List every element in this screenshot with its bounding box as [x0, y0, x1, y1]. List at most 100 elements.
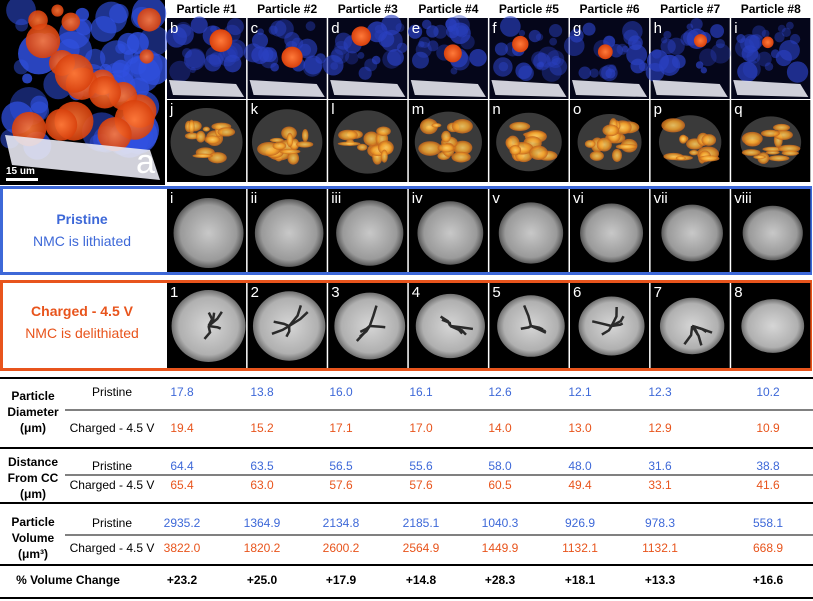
panel-letter: e [411, 20, 421, 37]
crack-network [287, 151, 300, 165]
table-cell: 19.4 [170, 421, 194, 435]
table-cell: 1132.1 [562, 541, 598, 555]
particle-blob [210, 25, 217, 33]
table-cell: 64.4 [170, 459, 194, 473]
panel-letter: m [411, 101, 425, 118]
table-cell: 65.4 [170, 478, 194, 492]
particle-blob [88, 76, 121, 109]
row-label: Pristine [91, 459, 133, 473]
table-cell: 2564.9 [402, 541, 440, 555]
particle-blob [518, 29, 526, 37]
crack-network [765, 150, 780, 155]
particle-blob [297, 38, 318, 59]
particle-blob [469, 48, 487, 67]
particle-blob [334, 32, 353, 50]
particle-blob [412, 51, 429, 69]
table-cell: 12.3 [648, 385, 672, 399]
particle-blob [695, 61, 704, 69]
particle-highlight [209, 29, 233, 53]
table-cell: 3822.0 [163, 541, 201, 555]
particle-highlight [443, 44, 462, 63]
panel-letter: 8 [734, 284, 743, 301]
panel-letter: i [170, 190, 174, 207]
crack-network [602, 124, 620, 137]
particle-blob [663, 30, 672, 39]
panel-letter: 7 [653, 284, 662, 301]
crack-network [192, 153, 213, 158]
particle-blob [345, 51, 359, 65]
table-cell: 1449.9 [481, 541, 519, 555]
table-cell: 17.1 [329, 421, 353, 435]
panel-letter: b [170, 20, 179, 37]
particle-blob [749, 34, 764, 49]
particle-section [173, 198, 244, 268]
particle-blob [789, 33, 801, 45]
particle-blob [599, 66, 613, 80]
crack [530, 324, 546, 333]
table-cell: 38.8 [756, 459, 780, 473]
panel-letter: l [331, 101, 335, 118]
particle-blob [45, 108, 78, 141]
particle-blob [589, 68, 599, 78]
particle-blob [700, 67, 708, 74]
particle-section [254, 199, 324, 267]
table-cell: 63.0 [250, 478, 274, 492]
panel-letter: o [573, 101, 582, 118]
crack [610, 315, 625, 328]
table-cell: 13.0 [568, 421, 592, 435]
particle-blob [387, 49, 404, 66]
particle-blob [549, 37, 558, 46]
particle-section [742, 205, 803, 261]
panel-letter: f [492, 20, 497, 37]
particle-blob [380, 29, 403, 52]
panel-letter: vi [573, 190, 584, 207]
crack [288, 311, 309, 328]
panel-letter: v [492, 190, 500, 207]
particle-blob [109, 3, 129, 24]
panel-letter: a [136, 143, 155, 181]
particle-blob [609, 44, 623, 58]
particle-blob [786, 21, 794, 30]
crack [288, 304, 303, 327]
table-cell: 926.9 [564, 516, 596, 530]
scale-bar-label: 15 um [6, 166, 35, 177]
table-cell: 2600.2 [322, 541, 360, 555]
crack [439, 315, 452, 327]
table-cell: 1132.1 [642, 541, 678, 555]
particle-blob [25, 23, 61, 59]
table-cell: 16.1 [409, 385, 433, 399]
table-cell: +17.9 [325, 573, 357, 587]
particle-blob [22, 73, 33, 84]
crack-network [451, 119, 473, 134]
table-cell: 1040.3 [481, 516, 519, 530]
table-cell: 1364.9 [243, 516, 281, 530]
table-cell: 55.6 [409, 459, 433, 473]
crack [691, 324, 713, 334]
table-cell: 12.1 [568, 385, 592, 399]
row-group-label: Distance From CC (μm) [7, 454, 59, 501]
crack-network [337, 141, 361, 146]
crack-network [202, 126, 210, 132]
particle-blob [417, 40, 425, 48]
panel-letter: 3 [331, 284, 340, 301]
particle-blob [455, 25, 469, 38]
particle-blob [305, 21, 316, 31]
panel-letter: ii [250, 190, 258, 207]
crack-network [679, 134, 688, 144]
crack-network [741, 149, 761, 156]
particle-blob [535, 33, 544, 41]
column-header: Particle #4 [418, 2, 479, 16]
panel-letter: 6 [573, 284, 582, 301]
particle-blob [330, 49, 344, 63]
particle-blob [51, 4, 64, 17]
table-cell: 2134.8 [322, 516, 360, 530]
crack [683, 325, 694, 345]
current-collector [249, 80, 325, 97]
particle-blob [447, 25, 454, 33]
crack-network [701, 134, 717, 146]
particle-blob [660, 38, 676, 55]
particle-blob [741, 45, 759, 62]
crack-network [377, 140, 394, 155]
crack [691, 325, 699, 336]
